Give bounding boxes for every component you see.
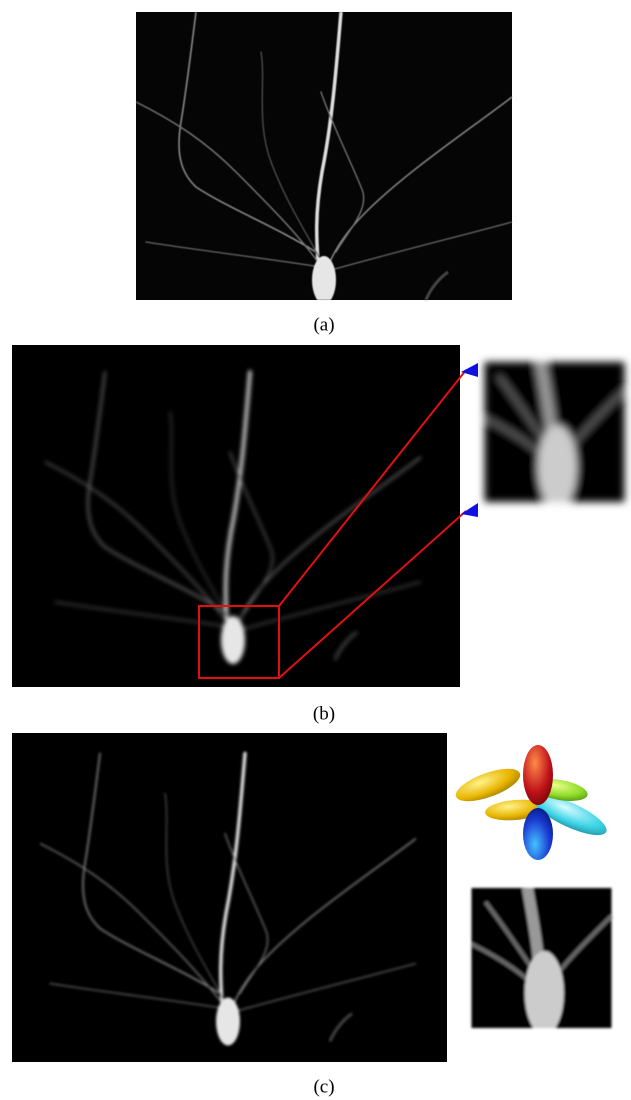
inset-b: [485, 362, 625, 509]
caption-b: (b): [313, 703, 335, 724]
arrowhead: [461, 363, 478, 377]
orientation-glyph: [452, 745, 611, 860]
inset-c: [472, 888, 612, 1035]
figure: (a) (b) (c): [0, 0, 631, 1100]
page: (a) (b) (c) (() => { const data = JSON.p…: [0, 0, 631, 1100]
arrowhead: [461, 503, 478, 517]
caption-a: (a): [313, 314, 334, 335]
caption-c: (c): [313, 1076, 334, 1097]
